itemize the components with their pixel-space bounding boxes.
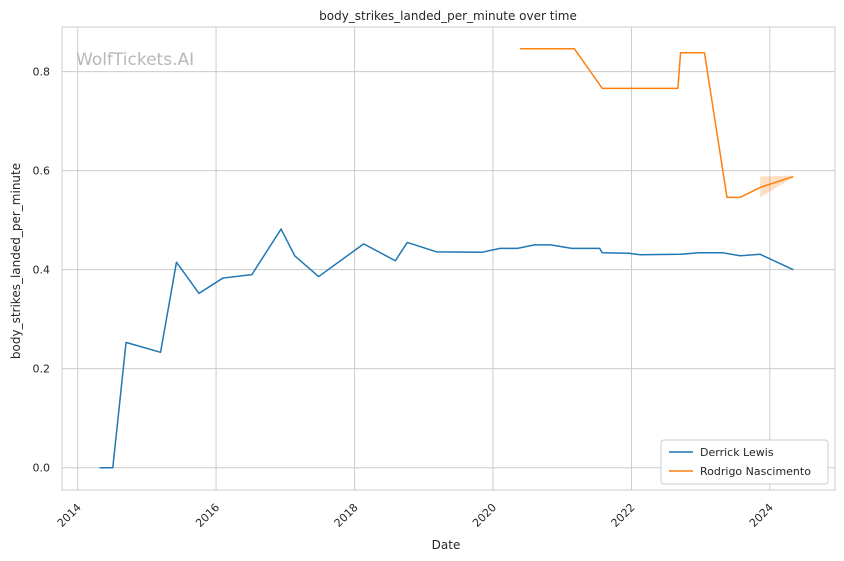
y-tick-label: 0.2 xyxy=(33,363,51,376)
legend-box xyxy=(660,439,829,485)
legend-label-rodrigo-nascimento: Rodrigo Nascimento xyxy=(700,465,811,478)
chart-title: body_strikes_landed_per_minute over time xyxy=(319,9,577,23)
y-tick-label: 0.6 xyxy=(33,165,51,178)
series-line-rodrigo-nascimento xyxy=(520,48,794,199)
legend-label-derrick-lewis: Derrick Lewis xyxy=(700,446,774,459)
x-tick-label: 2024 xyxy=(747,501,776,530)
watermark: WolfTickets.AI xyxy=(76,50,194,70)
y-tick-label: 0.0 xyxy=(33,462,51,475)
series-line-derrick-lewis xyxy=(99,228,794,469)
x-tick-label: 2014 xyxy=(55,501,84,530)
x-tick-label: 2022 xyxy=(609,501,638,530)
plot-area xyxy=(61,26,836,491)
grid xyxy=(62,27,835,490)
x-tick-label: 2016 xyxy=(193,501,222,530)
x-tick-label: 2018 xyxy=(332,501,361,530)
series-band-rodrigo-nascimento xyxy=(760,175,794,198)
y-axis-label: body_strikes_landed_per_minute xyxy=(9,163,23,359)
legend: Derrick Lewis Rodrigo Nascimento xyxy=(660,439,829,485)
y-tick-label: 0.4 xyxy=(33,264,51,277)
y-tick-label: 0.8 xyxy=(33,66,51,79)
x-axis-label: Date xyxy=(432,538,461,552)
series-layer xyxy=(99,48,794,469)
x-tick-label: 2020 xyxy=(470,501,499,530)
